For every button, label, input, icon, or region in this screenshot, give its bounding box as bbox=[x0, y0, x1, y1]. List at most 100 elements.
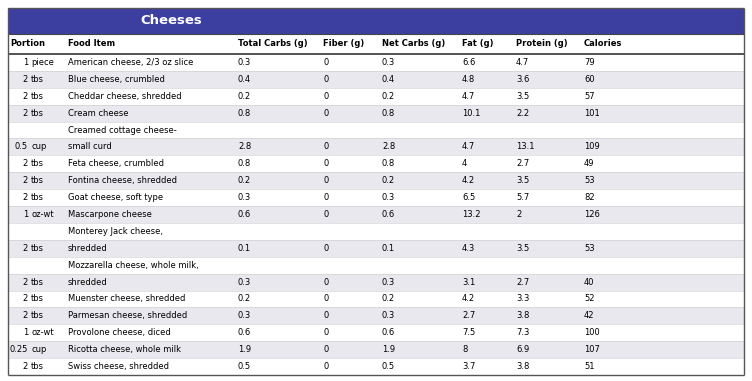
Text: 0.1: 0.1 bbox=[382, 244, 395, 253]
Text: 3.7: 3.7 bbox=[462, 362, 475, 371]
Bar bbox=[8, 71, 744, 88]
Text: 53: 53 bbox=[584, 176, 595, 185]
Text: 2: 2 bbox=[23, 159, 28, 168]
Text: Fiber (g): Fiber (g) bbox=[323, 40, 364, 48]
Text: 0.3: 0.3 bbox=[382, 278, 396, 287]
Text: 2: 2 bbox=[23, 75, 28, 84]
Text: 1: 1 bbox=[23, 58, 28, 67]
Text: 0: 0 bbox=[323, 278, 329, 287]
Text: 3.3: 3.3 bbox=[516, 295, 529, 304]
Text: 0.6: 0.6 bbox=[238, 210, 251, 219]
Text: tbs: tbs bbox=[31, 176, 44, 185]
Bar bbox=[8, 291, 744, 307]
Text: 0: 0 bbox=[323, 92, 329, 101]
Text: 4.2: 4.2 bbox=[462, 176, 475, 185]
Bar bbox=[8, 206, 744, 223]
Text: 52: 52 bbox=[584, 295, 595, 304]
Text: Monterey Jack cheese,: Monterey Jack cheese, bbox=[68, 227, 163, 236]
Text: Fontina cheese, shredded: Fontina cheese, shredded bbox=[68, 176, 177, 185]
Text: 2: 2 bbox=[23, 278, 28, 287]
Text: 3.5: 3.5 bbox=[516, 244, 529, 253]
Bar bbox=[8, 358, 744, 375]
Bar bbox=[8, 223, 744, 240]
Text: tbs: tbs bbox=[31, 159, 44, 168]
Text: tbs: tbs bbox=[31, 109, 44, 118]
Text: 0.2: 0.2 bbox=[238, 295, 251, 304]
Text: 0: 0 bbox=[323, 176, 329, 185]
Text: 0.3: 0.3 bbox=[238, 193, 251, 202]
Text: 0.25: 0.25 bbox=[10, 345, 28, 354]
Text: tbs: tbs bbox=[31, 92, 44, 101]
Bar bbox=[8, 307, 744, 324]
Text: Food Item: Food Item bbox=[68, 40, 115, 48]
Text: small curd: small curd bbox=[68, 142, 112, 151]
Text: shredded: shredded bbox=[68, 244, 108, 253]
Bar bbox=[8, 172, 744, 189]
Text: 7.3: 7.3 bbox=[516, 328, 529, 337]
Text: 2.7: 2.7 bbox=[462, 311, 475, 320]
Text: Provolone cheese, diced: Provolone cheese, diced bbox=[68, 328, 171, 337]
Text: 0.2: 0.2 bbox=[382, 92, 395, 101]
Text: 2.7: 2.7 bbox=[516, 159, 529, 168]
Text: 2: 2 bbox=[23, 311, 28, 320]
Text: tbs: tbs bbox=[31, 193, 44, 202]
Text: 0: 0 bbox=[323, 362, 329, 371]
Text: Total Carbs (g): Total Carbs (g) bbox=[238, 40, 308, 48]
Text: 101: 101 bbox=[584, 109, 600, 118]
Text: 4.7: 4.7 bbox=[462, 142, 475, 151]
Text: 4.7: 4.7 bbox=[462, 92, 475, 101]
Text: 2: 2 bbox=[23, 193, 28, 202]
Bar bbox=[8, 257, 744, 274]
Text: 2.2: 2.2 bbox=[516, 109, 529, 118]
Bar bbox=[8, 240, 744, 257]
Text: 0.4: 0.4 bbox=[382, 75, 395, 84]
Text: American cheese, 2/3 oz slice: American cheese, 2/3 oz slice bbox=[68, 58, 193, 67]
Text: 51: 51 bbox=[584, 362, 595, 371]
Text: 7.5: 7.5 bbox=[462, 328, 475, 337]
Text: cup: cup bbox=[31, 345, 47, 354]
Text: 0.2: 0.2 bbox=[382, 176, 395, 185]
Text: 2.8: 2.8 bbox=[238, 142, 251, 151]
Text: 0: 0 bbox=[323, 210, 329, 219]
Text: 0.6: 0.6 bbox=[238, 328, 251, 337]
Text: 2: 2 bbox=[23, 176, 28, 185]
Text: tbs: tbs bbox=[31, 362, 44, 371]
Text: 0: 0 bbox=[323, 159, 329, 168]
Text: Net Carbs (g): Net Carbs (g) bbox=[382, 40, 445, 48]
Text: 107: 107 bbox=[584, 345, 600, 354]
Text: 42: 42 bbox=[584, 311, 595, 320]
Text: 3.8: 3.8 bbox=[516, 311, 529, 320]
Bar bbox=[8, 105, 744, 122]
Text: 0.8: 0.8 bbox=[382, 159, 396, 168]
Text: 40: 40 bbox=[584, 278, 595, 287]
Bar bbox=[8, 324, 744, 341]
Text: 0.8: 0.8 bbox=[238, 109, 251, 118]
Text: 1.9: 1.9 bbox=[382, 345, 395, 354]
Text: 5.7: 5.7 bbox=[516, 193, 529, 202]
Text: 0.6: 0.6 bbox=[382, 210, 396, 219]
Text: Ricotta cheese, whole milk: Ricotta cheese, whole milk bbox=[68, 345, 181, 354]
Text: 0.2: 0.2 bbox=[382, 295, 395, 304]
Text: 0.3: 0.3 bbox=[382, 193, 396, 202]
Text: Blue cheese, crumbled: Blue cheese, crumbled bbox=[68, 75, 165, 84]
Text: 0: 0 bbox=[323, 345, 329, 354]
Text: 0: 0 bbox=[323, 244, 329, 253]
Text: 4.2: 4.2 bbox=[462, 295, 475, 304]
Text: tbs: tbs bbox=[31, 244, 44, 253]
Bar bbox=[8, 138, 744, 155]
Text: 0: 0 bbox=[323, 193, 329, 202]
Text: 0.5: 0.5 bbox=[15, 142, 28, 151]
Text: 8: 8 bbox=[462, 345, 468, 354]
Text: Cream cheese: Cream cheese bbox=[68, 109, 129, 118]
Text: 6.6: 6.6 bbox=[462, 58, 475, 67]
Text: 0.8: 0.8 bbox=[238, 159, 251, 168]
Text: 2: 2 bbox=[23, 362, 28, 371]
Text: 3.5: 3.5 bbox=[516, 176, 529, 185]
Text: 6.9: 6.9 bbox=[516, 345, 529, 354]
Text: 0.5: 0.5 bbox=[382, 362, 395, 371]
Text: Swiss cheese, shredded: Swiss cheese, shredded bbox=[68, 362, 169, 371]
Text: 0.5: 0.5 bbox=[238, 362, 251, 371]
Text: 2: 2 bbox=[23, 92, 28, 101]
Text: 0.2: 0.2 bbox=[238, 92, 251, 101]
Text: 100: 100 bbox=[584, 328, 600, 337]
